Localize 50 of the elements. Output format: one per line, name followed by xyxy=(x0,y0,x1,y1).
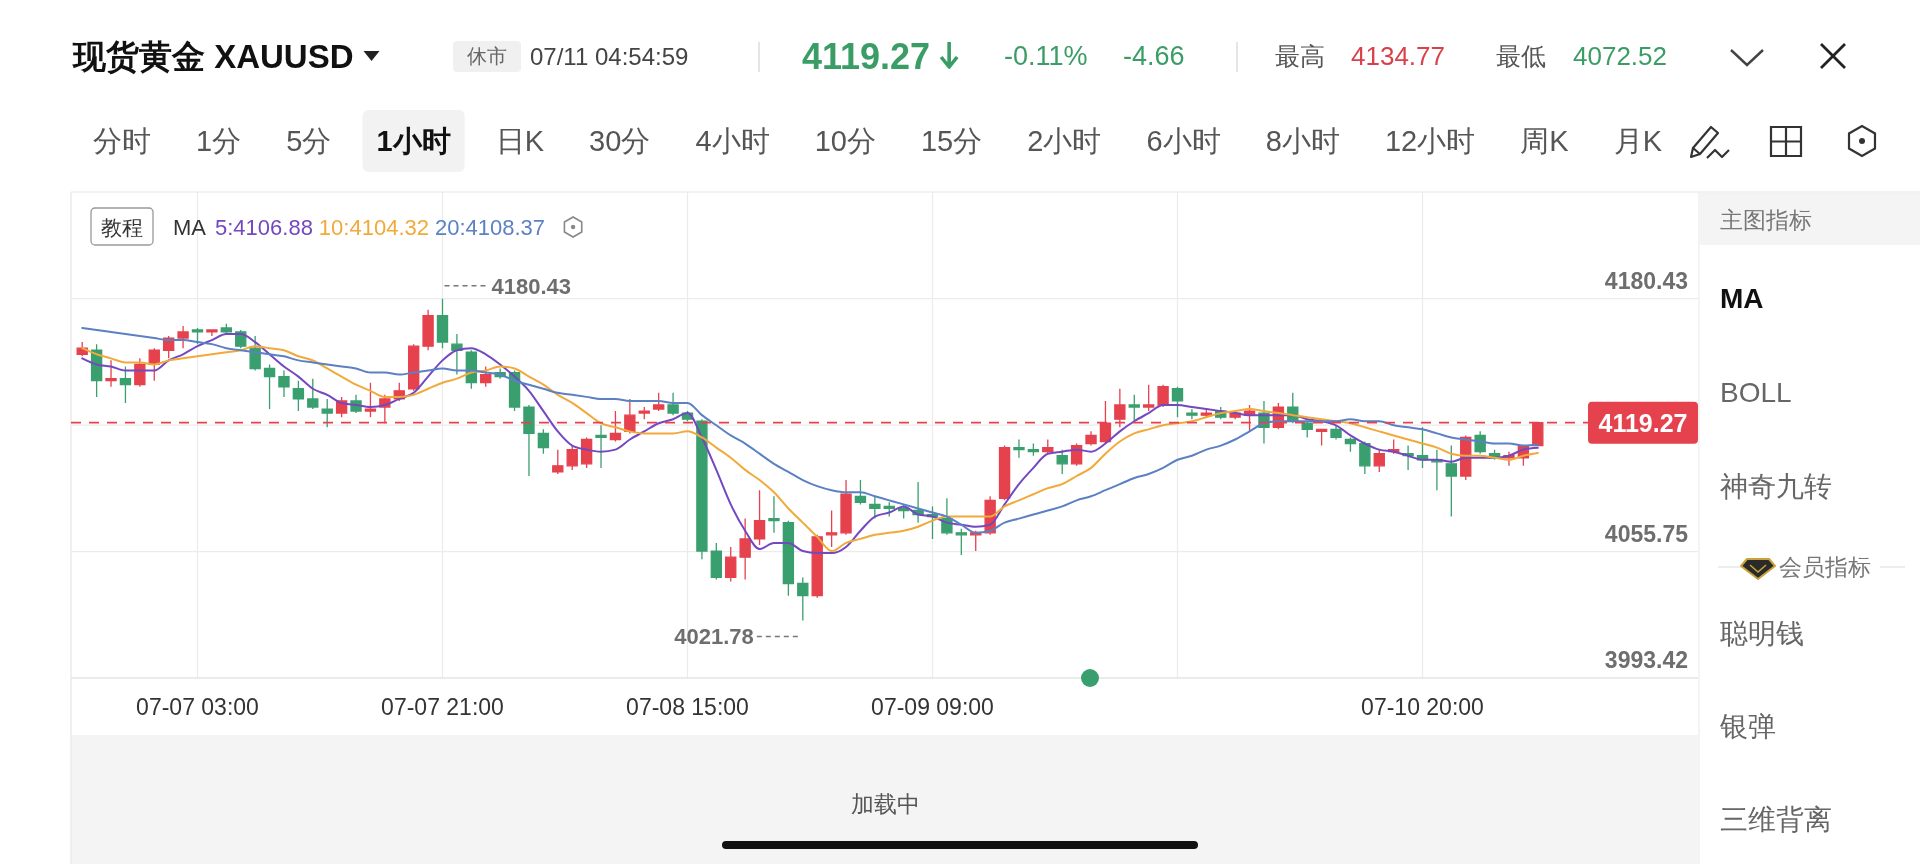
text: 主图指标 xyxy=(1720,207,1812,233)
x-tick-label: 07-09 09:00 xyxy=(871,694,994,720)
text: 最高 xyxy=(1275,42,1325,70)
text: 最低 xyxy=(1496,42,1546,70)
text: 会员指标 xyxy=(1779,554,1871,580)
text: MA xyxy=(1720,282,1764,314)
text: 4119.27 xyxy=(802,35,931,77)
text: 12小时 xyxy=(1384,125,1476,157)
text: 5:4106.88 xyxy=(215,214,313,240)
text: 银弹 xyxy=(1719,710,1776,742)
text: 20:4108.37 xyxy=(434,214,546,240)
text: 聪明钱 xyxy=(1720,617,1804,649)
text: 加载中 xyxy=(850,791,920,817)
legend-title: MA xyxy=(173,214,207,240)
text: 07/11 04:54:59 xyxy=(530,42,689,70)
text: 8小时 xyxy=(1265,125,1340,157)
text: 4小时 xyxy=(695,125,770,157)
text: -4.66 xyxy=(1123,41,1185,71)
text: 10分 xyxy=(814,125,876,157)
x-tick-label: 07-07 03:00 xyxy=(136,694,259,720)
x-tick-label: 07-07 21:00 xyxy=(381,694,504,720)
annotation: 4021.78 xyxy=(674,623,754,649)
x-tick-label: 07-08 15:00 xyxy=(626,694,749,720)
chart-title: 现货黄金 XAUUSD xyxy=(72,37,354,75)
text: 6小时 xyxy=(1146,125,1221,157)
text: 4119.27 xyxy=(1598,408,1688,437)
text: 分时 xyxy=(93,125,151,157)
text: 2小时 xyxy=(1027,125,1102,157)
y-tick-label: 3993.42 xyxy=(1604,647,1688,673)
text: -0.11% xyxy=(1004,41,1088,71)
annotation: 4180.43 xyxy=(491,273,572,299)
x-tick-label: 07-10 20:00 xyxy=(1361,694,1484,720)
text: 月K xyxy=(1613,125,1663,157)
text: 休市 xyxy=(467,45,507,67)
text: 1小时 xyxy=(376,125,451,157)
text: 神奇九转 xyxy=(1720,470,1832,502)
text: 5分 xyxy=(286,125,332,157)
text: BOLL xyxy=(1720,376,1792,408)
y-tick-label: 4180.43 xyxy=(1604,267,1688,294)
text: 10:4104.32 xyxy=(318,214,429,240)
text: 周K xyxy=(1520,125,1570,157)
text: 4072.52 xyxy=(1573,41,1667,71)
y-tick-label: 4055.75 xyxy=(1604,520,1689,547)
text: 15分 xyxy=(920,125,983,157)
text: 日K xyxy=(495,125,545,157)
text: 三维背离 xyxy=(1720,803,1832,835)
text: 30分 xyxy=(589,125,651,157)
text: 4134.77 xyxy=(1351,41,1445,71)
annotation: 教程 xyxy=(101,215,143,239)
text: 1分 xyxy=(196,125,242,157)
